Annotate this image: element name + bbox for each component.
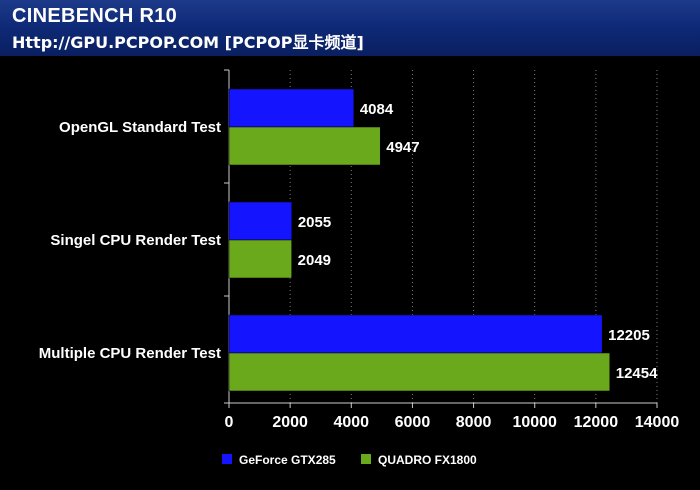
bars: [228, 88, 610, 392]
labels: 0 2000 4000 6000 8000 10000 12000 14000 4084 4947…: [39, 101, 680, 431]
x-tick-label: 6000: [395, 414, 431, 431]
x-tick-label: 12000: [574, 414, 619, 431]
category-label: OpenGL Standard Test: [59, 119, 221, 136]
data-label: 4947: [386, 139, 419, 156]
data-label: 2049: [298, 252, 331, 269]
data-label: 2055: [298, 214, 331, 231]
bar: [228, 314, 603, 354]
bar: [228, 126, 381, 166]
bar: [228, 201, 293, 241]
bar: [228, 88, 355, 128]
x-tick-label: 2000: [272, 414, 308, 431]
bar: [228, 239, 292, 279]
x-tick-label: 14000: [635, 414, 680, 431]
data-label: 4084: [360, 101, 394, 118]
chart-subtitle: Http://GPU.PCPOP.COM [PCPOP显卡频道]: [12, 33, 364, 52]
legend-swatch: [222, 454, 232, 464]
legend-label: GeForce GTX285: [239, 453, 336, 467]
x-tick-label: 8000: [456, 414, 492, 431]
data-label: 12454: [616, 365, 658, 382]
category-label: Multiple CPU Render Test: [39, 345, 221, 362]
legend-label: QUADRO FX1800: [378, 453, 477, 467]
x-tick-label: 10000: [512, 414, 557, 431]
bar: [228, 352, 610, 392]
chart-title: CINEBENCH R10: [12, 5, 178, 27]
x-tick-label: 4000: [333, 414, 369, 431]
header-banner: CINEBENCH R10 Http://GPU.PCPOP.COM [PCPO…: [0, 0, 700, 56]
legend: GeForce GTX285 QUADRO FX1800: [222, 453, 477, 467]
data-label: 12205: [608, 327, 650, 344]
x-tick-label: 0: [225, 414, 234, 431]
category-label: Singel CPU Render Test: [50, 232, 221, 249]
legend-swatch: [361, 454, 371, 464]
